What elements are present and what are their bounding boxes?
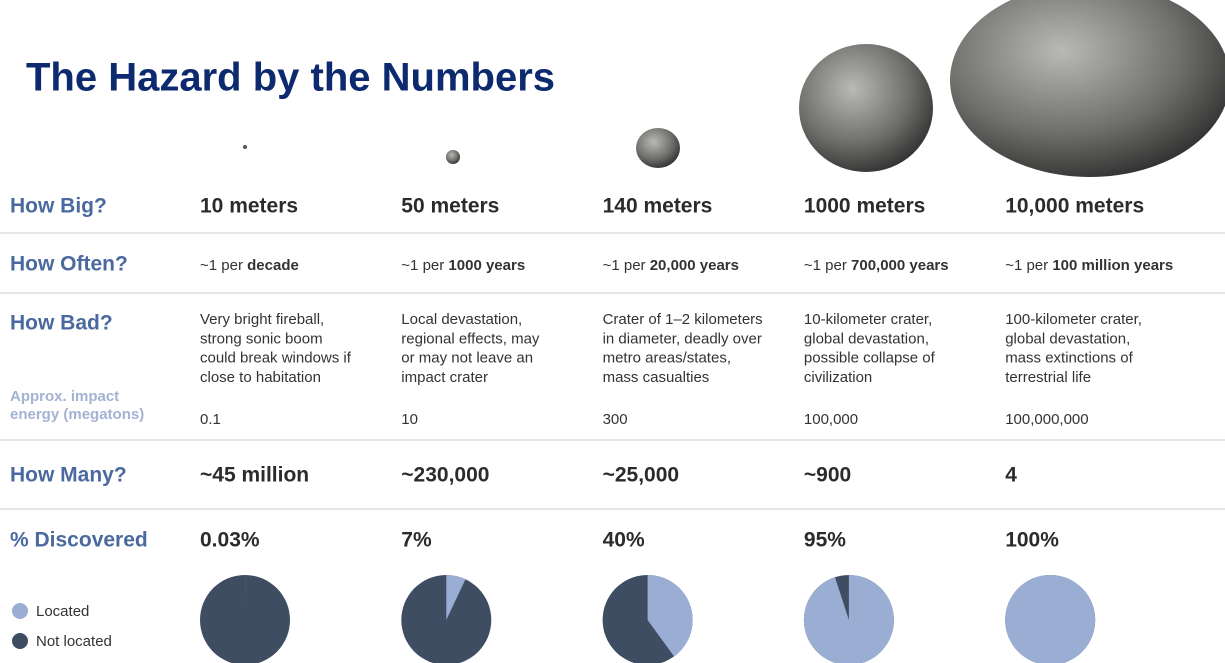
effect: mass extinctions of <box>1005 350 1133 367</box>
row-label: How Bad? <box>10 312 113 335</box>
size: 140 meters <box>603 195 713 218</box>
effect: mass casualties <box>603 369 710 386</box>
frequency: ~1 per decade <box>200 257 299 274</box>
energy: 100,000,000 <box>1005 411 1088 428</box>
frequency-value: decade <box>247 257 299 274</box>
row-label: energy (megatons) <box>10 406 144 423</box>
energy: 0.1 <box>200 411 221 428</box>
effect: or may not leave an <box>401 350 533 367</box>
size: 10 meters <box>200 195 298 218</box>
row-label: How Big? <box>10 195 107 218</box>
row-label: How Many? <box>10 464 127 487</box>
percent: 7% <box>401 529 432 552</box>
pie-slice <box>804 575 894 663</box>
effect: in diameter, deadly over <box>603 330 762 347</box>
frequency: ~1 per 700,000 years <box>804 257 949 274</box>
count: ~230,000 <box>401 464 489 487</box>
count: ~25,000 <box>603 464 680 487</box>
row-label: How Often? <box>10 253 128 276</box>
effect: Crater of 1–2 kilometers <box>603 311 763 328</box>
frequency-value: 20,000 years <box>650 257 739 274</box>
frequency-prefix: ~1 per <box>200 257 247 274</box>
size: 10,000 meters <box>1005 195 1144 218</box>
effect: civilization <box>804 369 872 386</box>
effect: could break windows if <box>200 350 352 367</box>
energy: 300 <box>603 411 628 428</box>
pie-slice <box>1005 575 1095 663</box>
effect: possible collapse of <box>804 350 936 367</box>
effect: 10-kilometer crater, <box>804 311 932 328</box>
row-label: % Discovered <box>10 529 148 552</box>
size: 1000 meters <box>804 195 925 218</box>
count: ~900 <box>804 464 851 487</box>
frequency-prefix: ~1 per <box>603 257 650 274</box>
energy: 10 <box>401 411 418 428</box>
effect: close to habitation <box>200 369 321 386</box>
percent: 100% <box>1005 529 1059 552</box>
count: ~45 million <box>200 464 309 487</box>
frequency: ~1 per 1000 years <box>401 257 525 274</box>
effect: 100-kilometer crater, <box>1005 311 1142 328</box>
effect: Very bright fireball, <box>200 311 324 328</box>
effect: metro areas/states, <box>603 350 731 367</box>
effect: impact crater <box>401 369 488 386</box>
frequency-prefix: ~1 per <box>804 257 851 274</box>
percent: 40% <box>603 529 645 552</box>
title: The Hazard by the Numbers <box>26 56 555 100</box>
effect: strong sonic boom <box>200 330 323 347</box>
frequency-prefix: ~1 per <box>1005 257 1052 274</box>
frequency-prefix: ~1 per <box>401 257 448 274</box>
energy: 100,000 <box>804 411 858 428</box>
count: 4 <box>1005 464 1017 487</box>
frequency: ~1 per 20,000 years <box>603 257 739 274</box>
frequency-value: 100 million years <box>1052 257 1173 274</box>
percent: 95% <box>804 529 846 552</box>
effect: Local devastation, <box>401 311 522 328</box>
legend-label: Located <box>36 603 89 620</box>
effect: global devastation, <box>804 330 929 347</box>
row-label: Approx. impact <box>10 388 119 405</box>
effect: global devastation, <box>1005 330 1130 347</box>
legend-label: Not located <box>36 633 112 650</box>
frequency-value: 700,000 years <box>851 257 949 274</box>
legend-swatch <box>12 603 28 619</box>
legend-swatch <box>12 633 28 649</box>
percent: 0.03% <box>200 529 260 552</box>
size: 50 meters <box>401 195 499 218</box>
table: How Big? How Often? How Bad? Approx. impact… <box>0 195 1225 663</box>
effect: regional effects, may <box>401 330 540 347</box>
frequency-value: 1000 years <box>448 257 525 274</box>
effect: terrestrial life <box>1005 369 1091 386</box>
frequency: ~1 per 100 million years <box>1005 257 1173 274</box>
slide: The Hazard by the Numbers How Big? How Of… <box>0 0 1225 663</box>
